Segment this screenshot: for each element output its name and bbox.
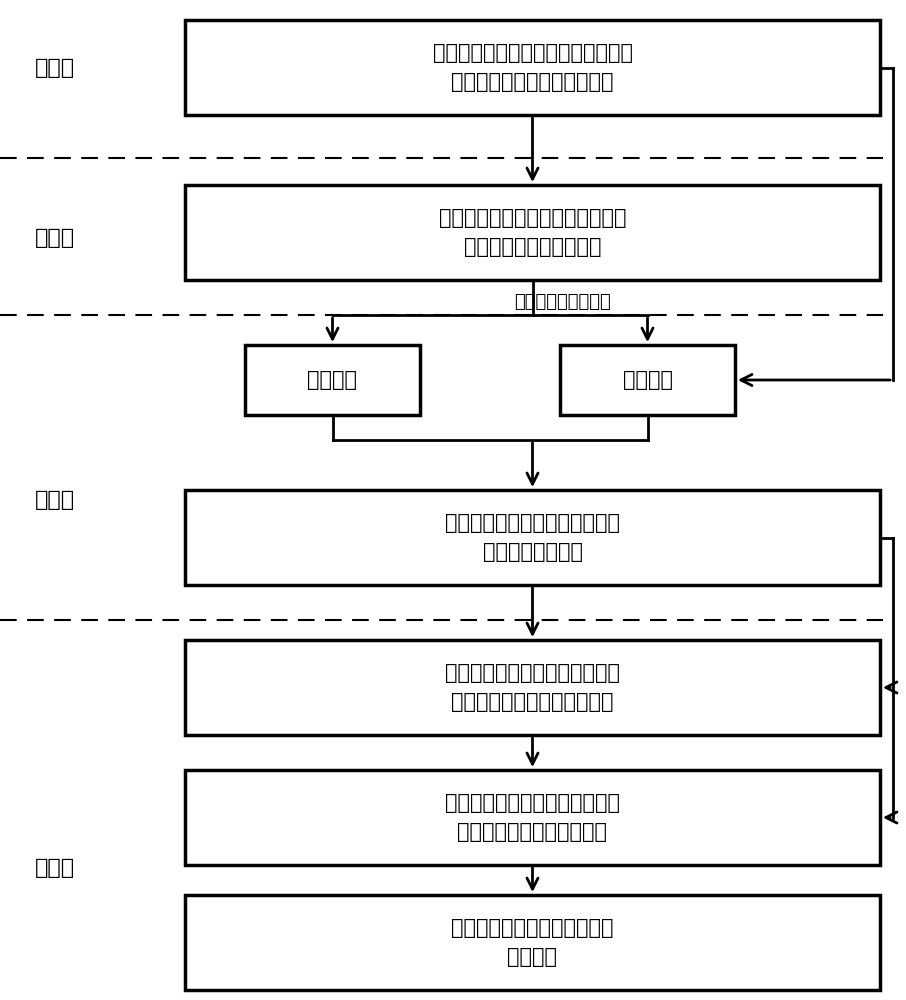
- Bar: [185, 185, 880, 280]
- Text: 建立基于相对含氢指数的变质岩
岩石成分分类模型: 建立基于相对含氢指数的变质岩 岩石成分分类模型: [445, 513, 620, 562]
- Bar: [185, 490, 880, 585]
- Text: 第一步: 第一步: [35, 57, 75, 78]
- Bar: [560, 345, 735, 415]
- Text: 实现对变质岩岩石成分半定量
测井识别: 实现对变质岩岩石成分半定量 测井识别: [451, 918, 613, 967]
- Text: 利用中子和密度曲线构建对暗色矿物
含量敏感的相对含氢指数曲线: 利用中子和密度曲线构建对暗色矿物 含量敏感的相对含氢指数曲线: [432, 43, 632, 92]
- Text: 正演求解: 正演求解: [307, 370, 358, 390]
- Bar: [185, 895, 880, 990]
- Bar: [185, 20, 880, 115]
- Text: 依据第三步建立的变质岩岩石成
分分类模型进行方波化显示: 依据第三步建立的变质岩岩石成 分分类模型进行方波化显示: [445, 793, 620, 842]
- Bar: [185, 770, 880, 865]
- Text: 第二步: 第二步: [35, 228, 75, 247]
- Text: 建立相对含氢指数与非长英质矿物
含量总和的定量计算公式: 建立相对含氢指数与非长英质矿物 含量总和的定量计算公式: [439, 208, 626, 257]
- Bar: [185, 640, 880, 735]
- Text: 第三步: 第三步: [35, 490, 75, 510]
- Text: 反演验证: 反演验证: [622, 370, 672, 390]
- Text: 利用第一步提出的曲线构建方法
计算未知岩性的相对含氢指数: 利用第一步提出的曲线构建方法 计算未知岩性的相对含氢指数: [445, 663, 620, 712]
- Text: 火成岩成分分类标准: 火成岩成分分类标准: [514, 293, 611, 311]
- Bar: [245, 345, 420, 415]
- Text: 第四步: 第四步: [35, 857, 75, 878]
